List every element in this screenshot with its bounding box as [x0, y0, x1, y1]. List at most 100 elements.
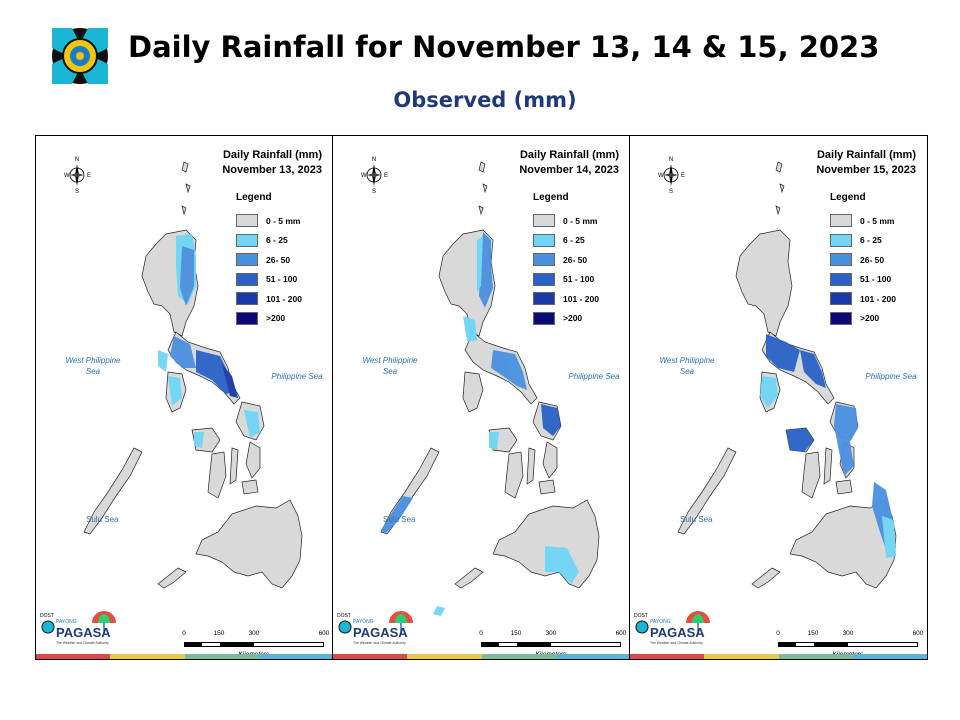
legend-title: Legend: [830, 192, 866, 203]
legend-swatch: [830, 253, 852, 267]
svg-text:E: E: [87, 173, 91, 179]
legend-label: 0 - 5 mm: [266, 215, 301, 226]
scale-tick: 150: [510, 630, 522, 637]
legend-swatch: [533, 214, 555, 228]
legend-item: 6 - 25: [830, 231, 922, 251]
sea-label-west-philippine: West Philippine Sea: [65, 356, 121, 376]
pagasa-seal-logo: [48, 24, 112, 88]
legend-label: 26- 50: [266, 254, 291, 265]
legend-item: 0 - 5 mm: [533, 211, 625, 231]
legend-swatch: [830, 214, 852, 228]
pagasa-wordmark: PAGASA: [56, 625, 111, 640]
legend-item: 26- 50: [830, 250, 922, 270]
compass-rose-icon: N S W E: [64, 157, 91, 194]
legend-swatch: [830, 292, 852, 306]
sulu-islands: [751, 567, 781, 589]
batanes-islands: [775, 161, 785, 216]
negros-landmass: [207, 451, 227, 499]
legend-label: 101 - 200: [563, 293, 599, 304]
map-panel-nov-14: N S W E Daily Rainfall (mm) November 14,…: [333, 136, 630, 659]
scale-bar-graphic: [184, 642, 324, 647]
rain-zone-bicol: [491, 350, 527, 390]
rain-zone-central-luzon: [463, 316, 477, 342]
payong-label: PAYONG: [353, 619, 374, 625]
cebu-landmass: [229, 447, 239, 485]
legend-swatch: [533, 233, 555, 247]
legend-label: 6 - 25: [563, 235, 585, 246]
svg-text:W: W: [658, 173, 664, 179]
pagasa-tagline: The Weather and Climate Authority: [56, 641, 109, 645]
legend-swatch: [236, 272, 258, 286]
batanes-islands: [181, 161, 191, 216]
legend: Legend 0 - 5 mm 6 - 25 26- 50 51 - 100 1…: [830, 192, 922, 328]
sea-label-sulu: Sulu Sea: [383, 515, 416, 524]
mindoro-landmass: [462, 371, 484, 413]
payong-label: PAYONG: [56, 619, 77, 625]
scale-tick: 150: [807, 630, 819, 637]
legend-item: 26- 50: [236, 250, 328, 270]
negros-landmass: [801, 451, 821, 499]
map-title-line-1: Daily Rainfall (mm): [222, 149, 322, 161]
legend-item: 0 - 5 mm: [830, 211, 922, 231]
leyte-landmass: [245, 441, 261, 479]
sea-label-west-philippine: West Philippine Sea: [659, 356, 715, 376]
scale-tick: 300: [842, 630, 854, 637]
legend-item: >200: [236, 309, 328, 329]
legend-item: 51 - 100: [533, 270, 625, 290]
rain-zone-eastern-mindanao-outer: [882, 516, 896, 558]
map-title-line-1: Daily Rainfall (mm): [816, 149, 916, 161]
svg-text:E: E: [384, 173, 388, 179]
rain-zone-bicol: [196, 350, 234, 394]
philippines-rainfall-map: [677, 161, 897, 589]
legend-item: 6 - 25: [236, 231, 328, 251]
scale-tick: 150: [213, 630, 225, 637]
legend-item: 101 - 200: [830, 289, 922, 309]
rain-zone-eastern-visayas: [834, 404, 858, 476]
sea-label-sulu: Sulu Sea: [680, 515, 713, 524]
pagasa-tagline: The Weather and Climate Authority: [353, 641, 406, 645]
map-panel-nov-13: N S W E Daily Rainfall (mm) November 13,…: [36, 136, 333, 659]
legend-label: 51 - 100: [266, 274, 298, 285]
legend-label: 51 - 100: [563, 274, 595, 285]
cebu-landmass: [526, 447, 536, 485]
pagasa-logo: DOST PAYONG PAGASA The Weather and Clima…: [634, 611, 710, 645]
palawan-landmass: [83, 447, 143, 535]
legend: Legend 0 - 5 mm 6 - 25 26- 50 51 - 100 1…: [236, 192, 328, 328]
rain-zone-cagayan-valley: [180, 246, 194, 306]
legend-swatch: [533, 272, 555, 286]
legend-label: 6 - 25: [860, 235, 882, 246]
svg-text:N: N: [75, 157, 79, 163]
legend-label: 0 - 5 mm: [860, 215, 895, 226]
scale-tick: 600: [318, 630, 330, 637]
rain-zone-samar: [541, 404, 561, 436]
map-panel-nov-15: N S W E Daily Rainfall (mm) November 15,…: [630, 136, 927, 659]
scale-tick: 0: [776, 630, 780, 637]
scale-bar-graphic: [778, 642, 918, 647]
legend-item: 26- 50: [533, 250, 625, 270]
sea-label-sulu: Sulu Sea: [86, 515, 119, 524]
legend-label: 26- 50: [563, 254, 588, 265]
legend-swatch: [236, 253, 258, 267]
legend-title: Legend: [533, 192, 569, 203]
scale-tick: 0: [479, 630, 483, 637]
pagasa-wordmark: PAGASA: [353, 625, 408, 640]
svg-text:N: N: [669, 157, 673, 163]
sulu-islands: [454, 567, 484, 589]
rain-zone-bicol: [800, 350, 826, 388]
legend-item: >200: [830, 309, 922, 329]
map-title-date: November 13, 2023: [222, 164, 322, 176]
map-title: Daily Rainfall (mm) November 15, 2023: [780, 148, 916, 178]
legend: Legend 0 - 5 mm 6 - 25 26- 50 51 - 100 1…: [533, 192, 625, 328]
rain-zone-panay-west: [489, 432, 499, 450]
mindanao-landmass: [195, 499, 303, 589]
scale-tick: 0: [182, 630, 186, 637]
rain-zone-panay-west: [194, 432, 204, 448]
bohol-landmass: [835, 479, 853, 495]
legend-label: >200: [860, 313, 880, 324]
scale-tick: 300: [545, 630, 557, 637]
luzon-landmass: [735, 229, 793, 337]
svg-text:W: W: [361, 173, 367, 179]
legend-label: 51 - 100: [860, 274, 892, 285]
map-title: Daily Rainfall (mm) November 13, 2023: [186, 148, 322, 178]
negros-landmass: [504, 451, 524, 499]
